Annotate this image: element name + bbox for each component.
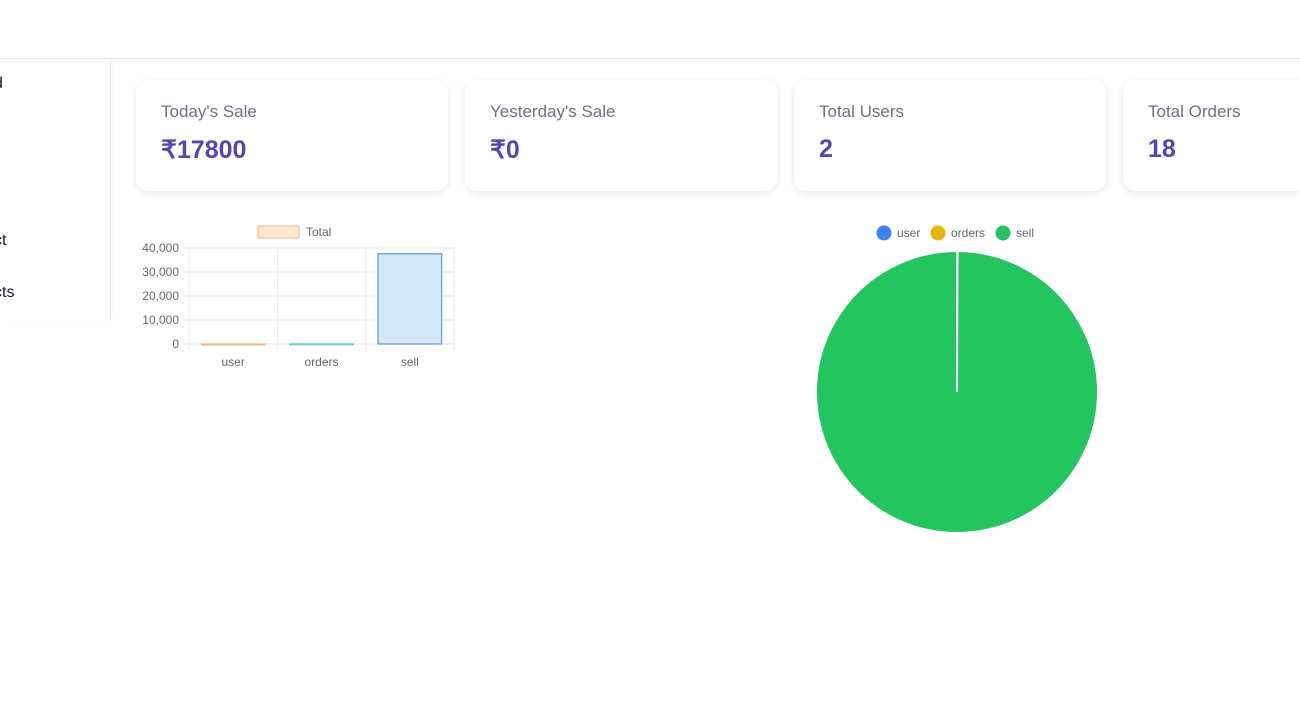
legend-label-total: Total	[306, 225, 331, 239]
sidebar-item-products[interactable]: cts	[0, 284, 15, 301]
y-tick-label: 20,000	[142, 289, 179, 303]
card-title: Today's Sale	[161, 102, 257, 121]
total-users-card: Total Users 2	[794, 80, 1106, 191]
legend-swatch-sell	[995, 225, 1011, 241]
legend-swatch-orders	[930, 225, 946, 241]
todays-sale-card: Today's Sale ₹17800	[136, 80, 448, 191]
y-tick-label: 10,000	[142, 313, 179, 327]
legend-label-orders: orders	[951, 226, 985, 240]
bar-user	[200, 343, 266, 346]
card-title: Total Orders	[1148, 102, 1241, 121]
bar-sell	[377, 253, 443, 345]
card-value: ₹0	[490, 136, 520, 164]
card-value: 18	[1148, 135, 1176, 163]
chart-legend: Total	[257, 225, 331, 239]
legend-label-sell: sell	[1016, 226, 1034, 240]
card-value: 2	[819, 135, 833, 163]
chart-legend: user orders sell	[876, 225, 1034, 241]
total-orders-card: Total Orders 18	[1123, 80, 1300, 191]
card-title: Yesterday's Sale	[490, 102, 616, 121]
yesterdays-sale-card: Yesterday's Sale ₹0	[465, 80, 777, 191]
sidebar-item-add-product[interactable]: ct	[0, 232, 7, 249]
top-bar	[0, 0, 1300, 59]
sidebar-item-dashboard[interactable]: d	[0, 75, 3, 93]
legend-swatch-total	[257, 225, 300, 239]
legend-label-user: user	[897, 226, 920, 240]
y-tick-label: 40,000	[142, 241, 179, 255]
y-tick-label: 0	[172, 337, 179, 351]
card-title: Total Users	[819, 102, 905, 121]
x-tick-label: user	[221, 355, 244, 369]
pie-chart: user orders sell	[815, 225, 1099, 534]
x-tick-label: sell	[401, 355, 419, 369]
y-tick-label: 30,000	[142, 265, 179, 279]
x-tick-label: orders	[304, 355, 338, 369]
pie-slice-sell	[815, 249, 1099, 534]
legend-swatch-user	[876, 225, 892, 241]
card-value: ₹17800	[161, 136, 247, 164]
sidebar: d ct cts	[0, 59, 111, 320]
bar-chart: Total 0 10,000 20,000 30,000 40,000 user orders…	[142, 225, 455, 369]
bar-orders	[289, 343, 354, 346]
